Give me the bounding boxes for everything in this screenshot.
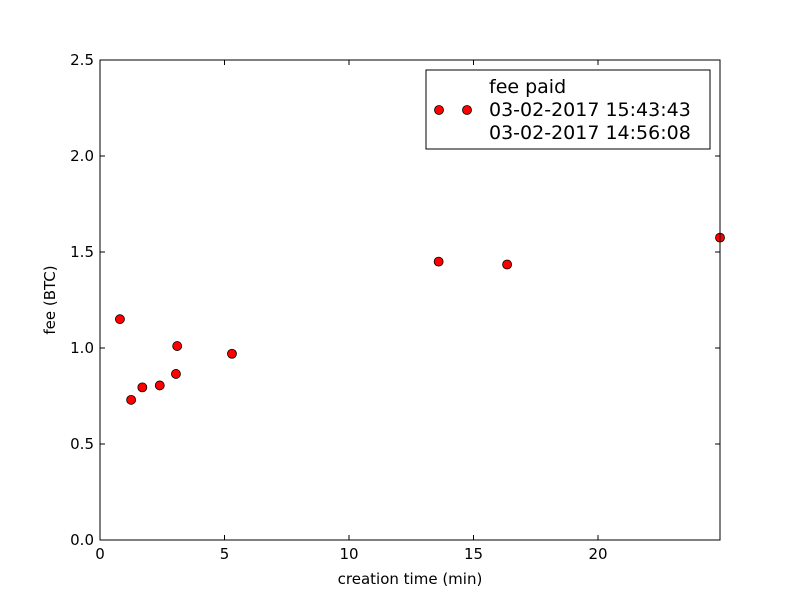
data-point bbox=[172, 341, 183, 351]
data-point bbox=[227, 348, 237, 359]
x-tick-label: 15 bbox=[464, 545, 483, 563]
y-tick-label: 1.5 bbox=[70, 243, 94, 261]
y-tick-label: 0.0 bbox=[70, 531, 94, 549]
data-point bbox=[126, 394, 137, 405]
legend-line-1: fee paid bbox=[489, 76, 566, 98]
x-tick-label: 20 bbox=[588, 545, 607, 563]
data-point bbox=[433, 256, 444, 267]
legend-line-2: 03-02-2017 15:43:43 bbox=[489, 99, 691, 121]
legend-box bbox=[425, 69, 711, 150]
data-point bbox=[154, 380, 165, 391]
legend-marker bbox=[462, 105, 472, 115]
legend: fee paid 03-02-2017 15:43:43 03-02-2017 … bbox=[425, 69, 711, 150]
x-tick-label: 5 bbox=[220, 545, 230, 563]
x-axis-label: creation time (min) bbox=[338, 570, 483, 588]
y-tick-label: 0.5 bbox=[70, 435, 94, 453]
y-tick-label: 2.5 bbox=[70, 51, 94, 69]
plot-area-frame bbox=[99, 59, 721, 541]
x-tick-label: 0 bbox=[95, 545, 105, 563]
y-tick-label: 1.0 bbox=[70, 339, 94, 357]
data-point bbox=[502, 259, 513, 270]
data-point bbox=[171, 369, 181, 379]
plot-marks bbox=[115, 232, 725, 405]
axis-ticks: 0 5 10 15 20 0.0 0.5 1.0 1.5 2.0 2.5 bbox=[70, 51, 720, 563]
y-tick-label: 2.0 bbox=[70, 147, 94, 165]
data-point bbox=[115, 314, 125, 325]
legend-marker bbox=[434, 105, 444, 115]
legend-line-3: 03-02-2017 14:56:08 bbox=[489, 122, 691, 144]
x-tick-label: 10 bbox=[339, 545, 358, 563]
data-point bbox=[137, 382, 148, 393]
y-axis-label: fee (BTC) bbox=[41, 265, 59, 334]
